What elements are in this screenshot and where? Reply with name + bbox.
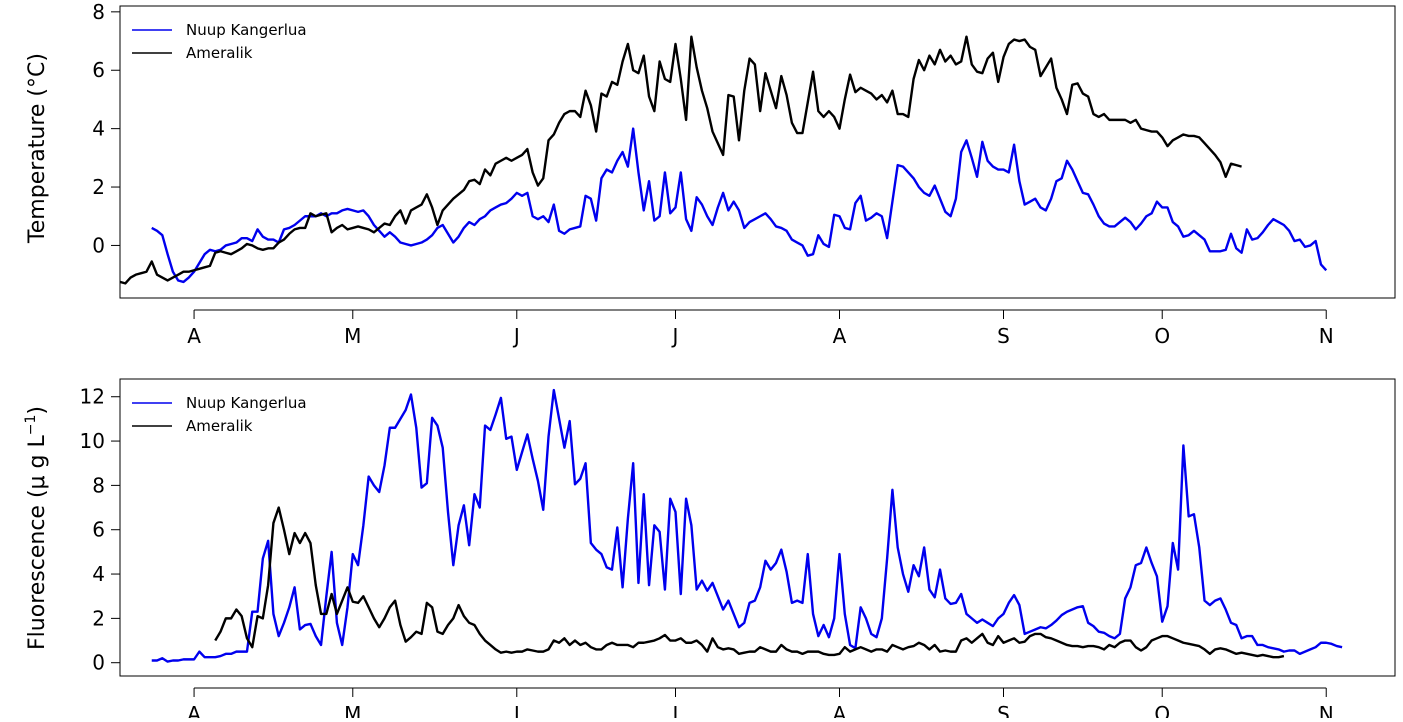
temperature-panel: Temperature (°C) 0 2 4 6 8 A M J J A S O N Nuup Kange… [25,0,1396,348]
fluorescence-y-tick-label: 0 [92,651,105,675]
temperature-y-tick-label: 4 [92,117,105,141]
temperature-legend-label-ameralik: Ameralik [186,44,253,62]
fluorescence-panel: Fluorescence (μ g L−1) 0 2 4 6 8 10 12 A M J J A S O N… [23,378,1396,722]
fluorescence-legend-label-nuup-kangerlua: Nuup Kangerlua [186,394,307,412]
temperature-x-tick-label: A [187,324,201,348]
fluorescence-y-tick-label: 6 [92,518,105,542]
fluorescence-plot-frame [119,378,1396,677]
temperature-series-ameralik [120,35,1242,285]
temperature-x-tick-label: A [833,324,847,348]
fluorescence-x-tick-label: A [187,702,201,718]
temperature-x-tick-label: S [997,324,1010,348]
temperature-plot-frame [119,5,1396,299]
temperature-y-tick-label: 0 [92,233,105,257]
temperature-y-tick-label: 6 [92,58,105,82]
fluorescence-series-nuup-kangerlua [151,388,1343,663]
fluorescence-y-tick-label: 2 [92,606,105,630]
temperature-x-tick-label: M [344,324,361,348]
temperature-y-tick-label: 8 [92,0,105,24]
fluorescence-x-tick-label: O [1154,702,1170,718]
fluorescence-y-tick-label: 12 [80,385,105,409]
fluorescence-x-tick-label: J [671,702,679,718]
fluorescence-x-tick-label: N [1319,702,1334,718]
fluorescence-x-tick-label: M [344,702,361,718]
temperature-legend-label-nuup-kangerlua: Nuup Kangerlua [186,21,307,39]
fluorescence-x-tick-label: S [997,702,1010,718]
fluorescence-series-ameralik [214,506,1285,659]
temperature-y-tick-label: 2 [92,175,105,199]
fluorescence-y-tick-label: 4 [92,562,105,586]
fluorescence-x-tick-label: J [512,702,520,718]
temperature-x-tick-label: N [1319,324,1334,348]
temperature-y-axis-title: Temperature (°C) [25,53,50,244]
fluorescence-y-tick-label: 10 [80,429,105,453]
fluorescence-y-tick-label: 8 [92,473,105,497]
temperature-x-tick-label: O [1154,324,1170,348]
temperature-x-tick-label: J [512,324,520,348]
temperature-x-tick-label: J [671,324,679,348]
fluorescence-y-axis-title: Fluorescence (μ g L−1) [23,406,50,650]
fluorescence-legend-label-ameralik: Ameralik [186,417,253,435]
fluorescence-x-tick-label: A [833,702,847,718]
temperature-series-nuup-kangerlua [151,127,1328,284]
